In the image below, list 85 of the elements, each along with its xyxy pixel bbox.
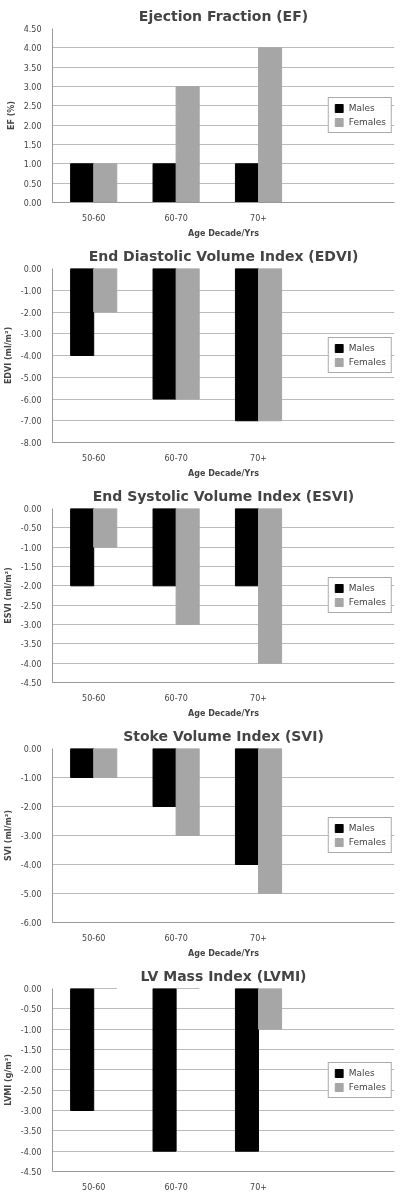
chart-title: Stoke Volume Index (SVI) — [123, 727, 324, 744]
chart-title: LV Mass Index (LVMI) — [140, 967, 307, 984]
y-tick-label: -2.50 — [20, 601, 42, 611]
y-tick-label: -0.50 — [20, 524, 42, 534]
x-tick-label: 60-70 — [164, 453, 188, 463]
y-tick-label: -3.00 — [20, 621, 42, 630]
x-axis-title: Age Decade/Yrs — [188, 708, 260, 718]
y-axis-title: LVMI (g/m²) — [3, 1054, 13, 1106]
x-tick-label: 60-70 — [164, 693, 188, 703]
y-tick-label: -2.00 — [20, 1066, 42, 1076]
x-tick-label: 50-60 — [82, 453, 106, 463]
y-axis-title: EF (%) — [6, 100, 16, 131]
y-tick-label: -5.00 — [20, 373, 42, 383]
y-tick-label: 1.50 — [23, 141, 42, 150]
y-tick-label: -7.00 — [20, 417, 42, 427]
legend-label: Males — [348, 583, 375, 593]
y-tick-label: 0.00 — [23, 505, 42, 514]
y-tick-label: 0.50 — [23, 179, 42, 189]
y-tick-label: -1.50 — [20, 1046, 42, 1055]
x-tick-label: 50-60 — [82, 213, 106, 223]
legend-label: Males — [348, 823, 375, 833]
y-axis-title: SVI (ml/m²) — [3, 810, 13, 861]
x-tick-label: 70+ — [250, 693, 267, 703]
y-tick-label: -4.00 — [20, 352, 42, 361]
legend-label: Males — [348, 1067, 375, 1078]
y-tick-label: 0.00 — [23, 985, 42, 994]
y-tick-label: 0.00 — [23, 745, 42, 754]
y-tick-label: -5.00 — [20, 890, 42, 899]
x-tick-label: 50-60 — [82, 933, 106, 943]
x-tick-label: 50-60 — [82, 693, 106, 703]
y-tick-label: -4.00 — [20, 861, 42, 870]
y-tick-label: -4.00 — [20, 1147, 42, 1157]
y-tick-label: -8.00 — [20, 439, 42, 448]
x-axis-title: Age Decade/Yrs — [188, 468, 260, 478]
x-tick-label: 60-70 — [164, 933, 188, 943]
y-tick-label: 2.00 — [23, 121, 42, 131]
x-tick-label: 60-70 — [164, 213, 188, 223]
y-tick-label: -1.00 — [20, 1025, 42, 1035]
y-tick-label: -2.00 — [20, 803, 42, 812]
legend-label: Females — [348, 837, 386, 847]
y-tick-label: -0.50 — [20, 1005, 42, 1015]
y-tick-label: -6.00 — [20, 395, 42, 405]
y-tick-label: -1.00 — [20, 286, 42, 296]
chart-title: End Systolic Volume Index (ESVI) — [92, 487, 355, 504]
x-axis-title: Age Decade/Yrs — [188, 948, 260, 958]
y-tick-label: 1.00 — [23, 160, 42, 170]
legend-label: Males — [348, 103, 375, 113]
chart-title: End Diastolic Volume Index (EDVI) — [88, 247, 359, 264]
y-tick-label: 0.00 — [23, 265, 42, 274]
y-tick-label: -1.00 — [20, 543, 42, 553]
y-tick-label: -2.50 — [20, 1086, 42, 1096]
y-tick-label: -1.50 — [20, 563, 42, 572]
x-tick-label: 70+ — [250, 1182, 267, 1192]
y-tick-label: -2.00 — [20, 308, 42, 318]
y-tick-label: -3.00 — [20, 330, 42, 340]
legend-label: Females — [348, 597, 386, 607]
y-tick-label: 2.50 — [23, 102, 42, 112]
legend-label: Females — [348, 1081, 386, 1092]
y-tick-label: -3.00 — [20, 832, 42, 841]
y-tick-label: 4.00 — [23, 44, 42, 54]
y-tick-label: -3.00 — [20, 1107, 42, 1116]
legend-label: Females — [348, 357, 386, 367]
x-tick-label: 70+ — [250, 933, 267, 943]
y-tick-label: -1.00 — [20, 774, 42, 783]
y-tick-label: 3.50 — [23, 63, 42, 73]
x-tick-label: 50-60 — [82, 1182, 106, 1192]
y-tick-label: -3.50 — [20, 1127, 42, 1137]
legend-label: Males — [348, 343, 375, 353]
y-tick-label: -4.50 — [20, 1168, 42, 1177]
chart-title: Ejection Fraction (EF) — [138, 7, 309, 24]
y-tick-label: -3.50 — [20, 640, 42, 650]
y-tick-label: -4.00 — [20, 659, 42, 669]
y-tick-label: -4.50 — [20, 679, 42, 688]
y-tick-label: 0.00 — [23, 199, 42, 208]
x-axis-title: Age Decade/Yrs — [188, 228, 260, 238]
x-tick-label: 70+ — [250, 213, 267, 223]
y-tick-label: -2.00 — [20, 582, 42, 592]
legend-label: Females — [348, 117, 386, 127]
x-tick-label: 60-70 — [164, 1182, 188, 1192]
y-tick-label: -6.00 — [20, 919, 42, 928]
y-tick-label: 4.50 — [23, 25, 42, 34]
y-axis-title: ESVI (ml/m²) — [3, 567, 13, 624]
y-axis-title: EDVI (ml/m²) — [3, 326, 13, 385]
y-tick-label: 3.00 — [23, 83, 42, 92]
x-tick-label: 70+ — [250, 453, 267, 463]
